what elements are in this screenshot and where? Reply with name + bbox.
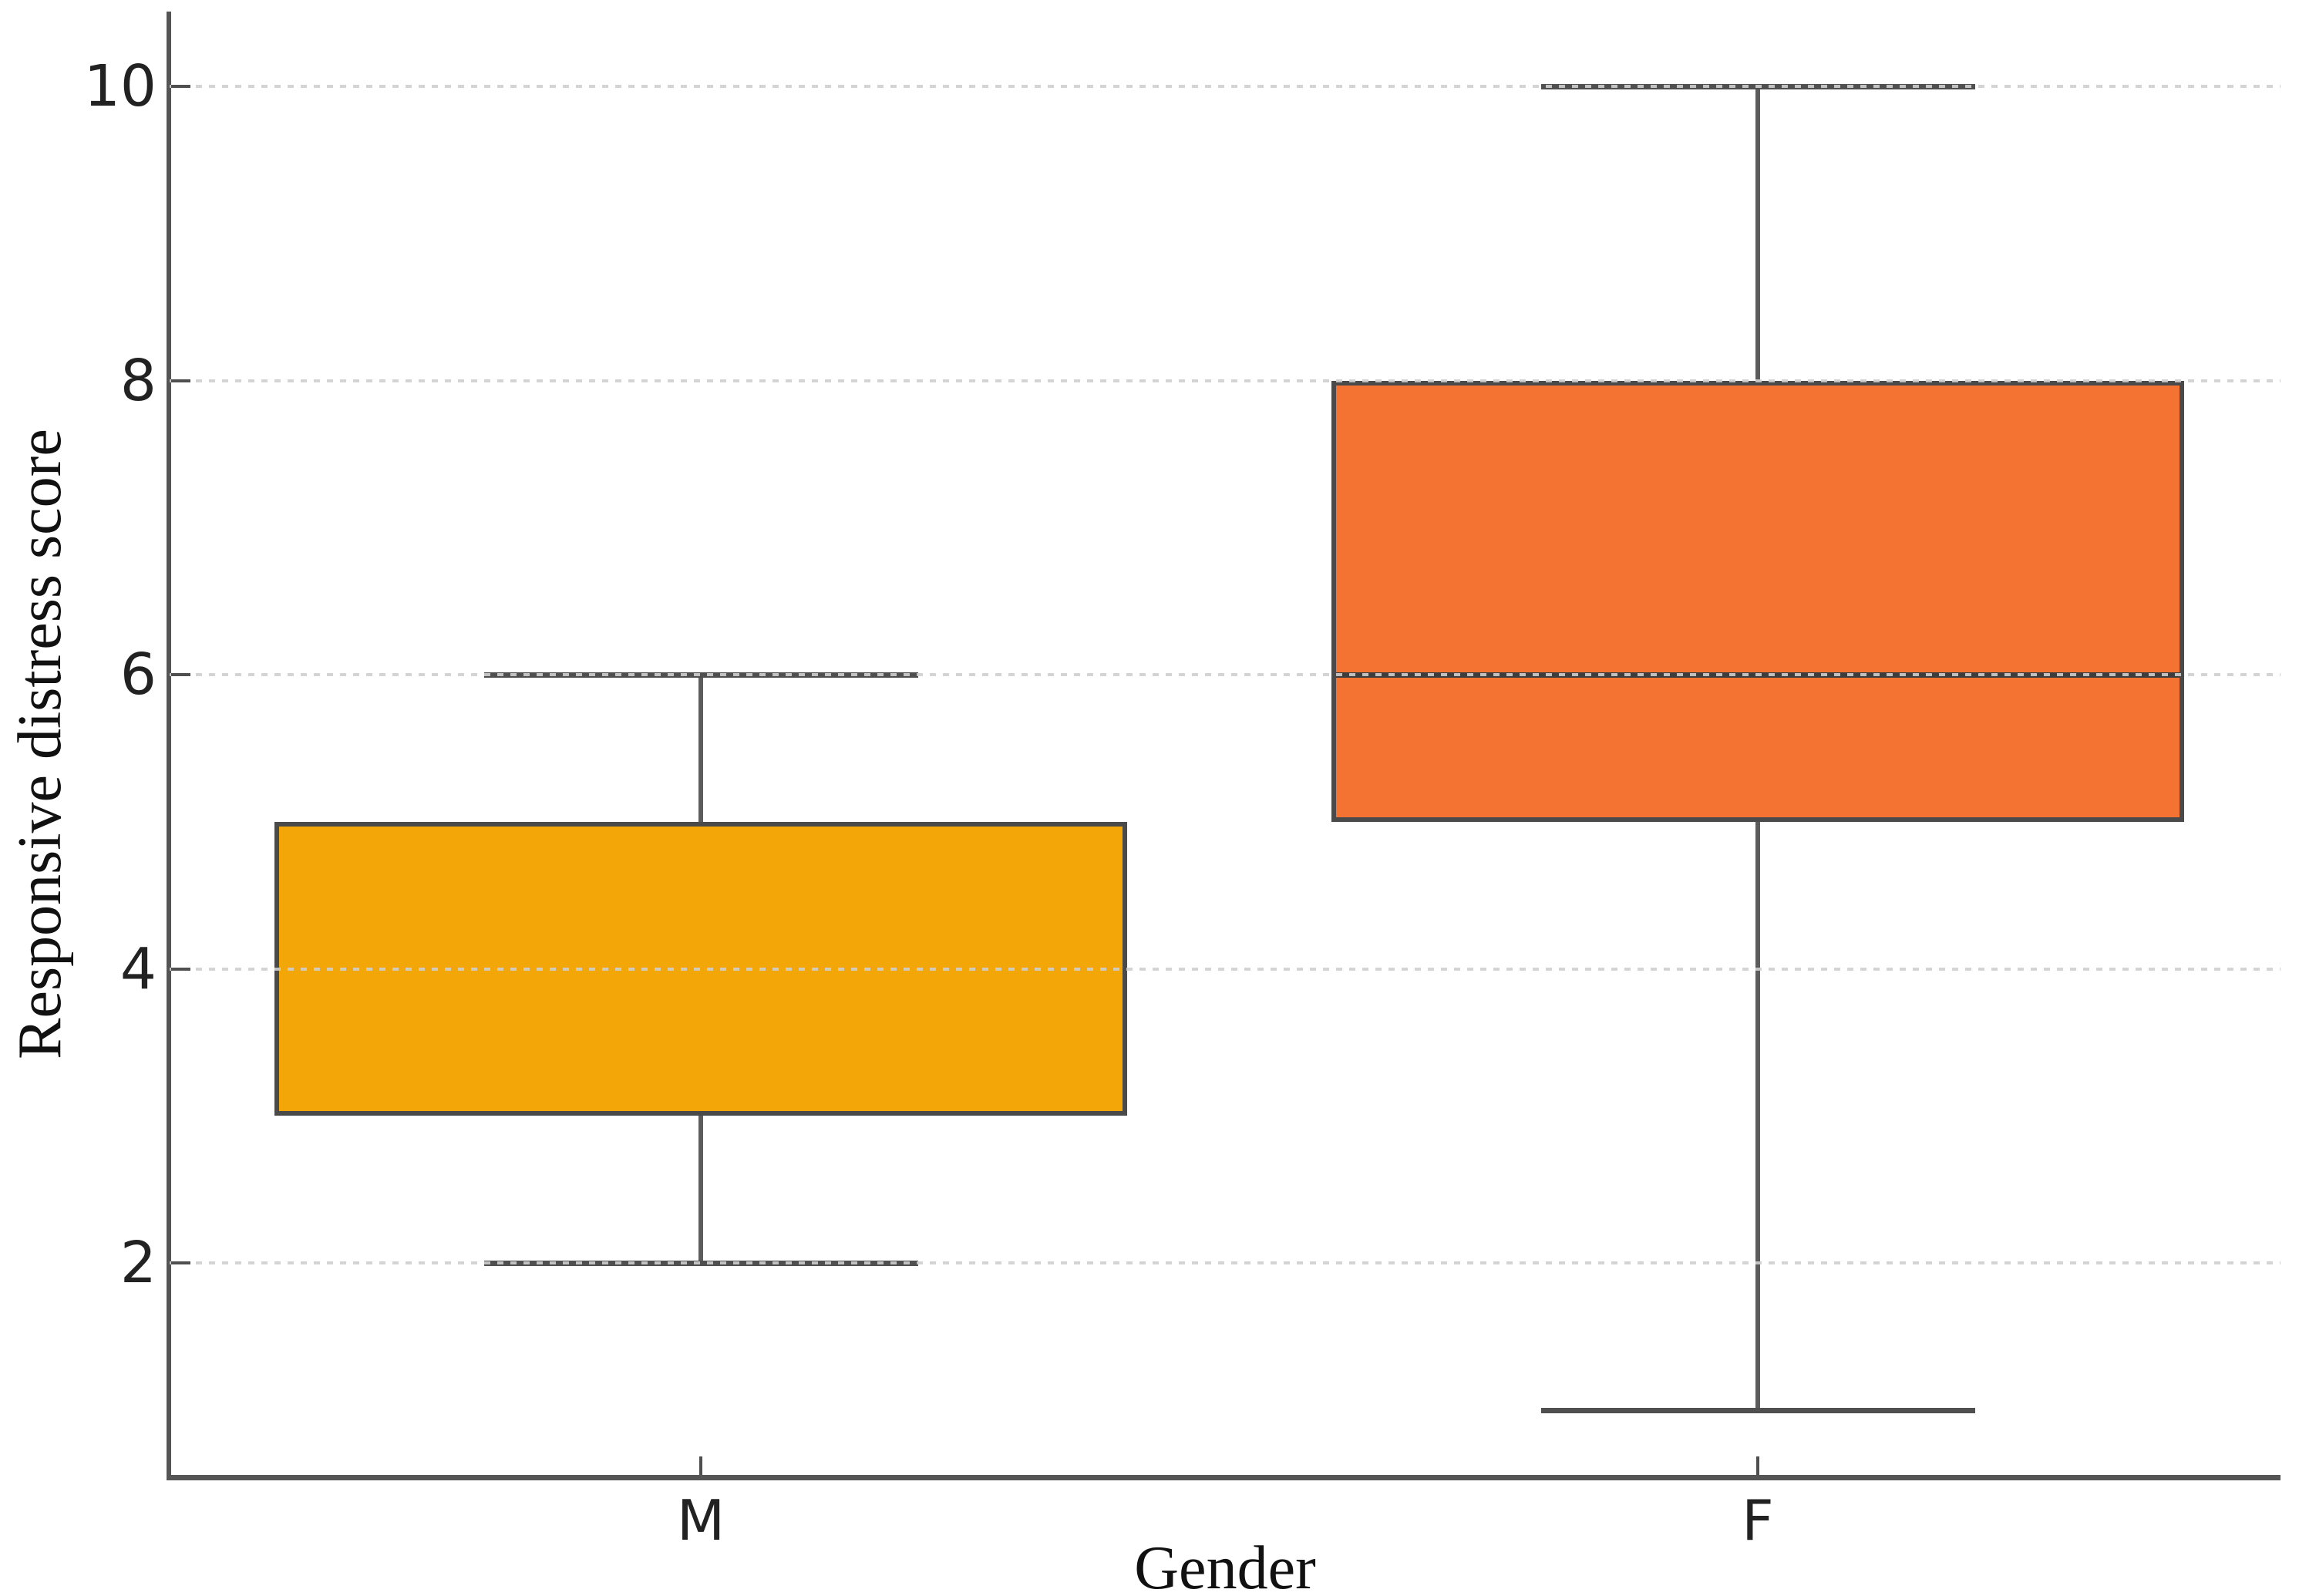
y-axis-title: Responsive distress score bbox=[6, 429, 74, 1059]
y-tick-label-10: 10 bbox=[83, 53, 157, 120]
y-tick-4 bbox=[171, 967, 190, 971]
whisker-cap-low-F bbox=[1540, 1407, 1975, 1413]
x-tick-M bbox=[699, 1456, 702, 1475]
y-tick-6 bbox=[171, 673, 190, 676]
gridline-y6 bbox=[170, 673, 2280, 676]
whisker-low-F bbox=[1755, 821, 1760, 1410]
x-tick-label-F: F bbox=[1742, 1488, 1774, 1553]
y-tick-label-2: 2 bbox=[119, 1230, 157, 1296]
whisker-high-F bbox=[1755, 86, 1760, 381]
box-F bbox=[1331, 380, 2184, 822]
x-axis-spine bbox=[167, 1475, 2280, 1480]
y-tick-label-4: 4 bbox=[119, 935, 157, 1002]
x-tick-F bbox=[1756, 1456, 1759, 1475]
gridline-y8 bbox=[170, 379, 2280, 382]
y-tick-label-8: 8 bbox=[119, 347, 157, 414]
whisker-low-M bbox=[698, 1116, 703, 1263]
whisker-high-M bbox=[698, 675, 703, 822]
y-tick-10 bbox=[171, 85, 190, 88]
y-axis-spine bbox=[167, 12, 171, 1480]
x-tick-label-M: M bbox=[676, 1488, 725, 1553]
y-tick-8 bbox=[171, 379, 190, 382]
gridline-y2 bbox=[170, 1261, 2280, 1264]
y-tick-label-6: 6 bbox=[119, 641, 157, 708]
x-axis-title: Gender bbox=[1134, 1534, 1316, 1596]
gridline-y4 bbox=[170, 967, 2280, 971]
y-tick-2 bbox=[171, 1261, 190, 1264]
gridline-y10 bbox=[170, 85, 2280, 88]
